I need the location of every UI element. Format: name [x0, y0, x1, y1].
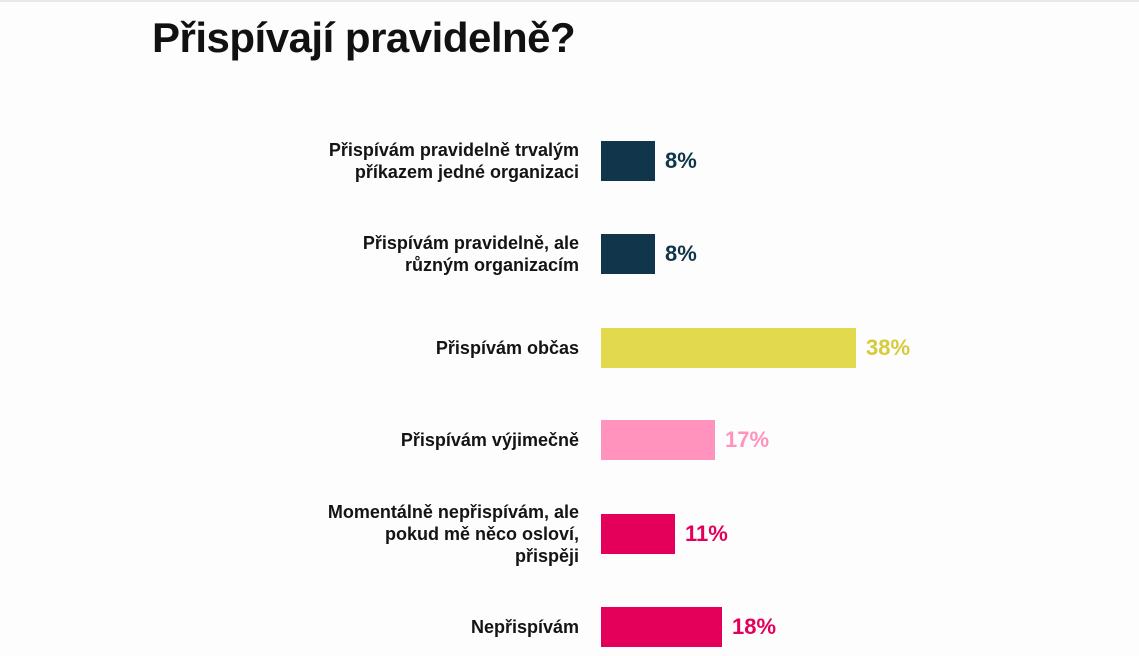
bar	[601, 328, 856, 368]
category-label: Nepřispívám	[470, 617, 579, 637]
bar	[601, 607, 722, 647]
value-label: 38%	[866, 335, 911, 360]
chart-title: Přispívají pravidelně?	[152, 14, 576, 61]
category-label: Přispívám pravidelně trvalým příkazem je…	[328, 140, 579, 182]
value-label: 18%	[732, 614, 777, 639]
bar	[601, 420, 715, 460]
category-label: Přispívám občas	[435, 338, 579, 358]
top-border	[0, 0, 1139, 2]
bar	[601, 141, 655, 181]
value-label: 8%	[665, 148, 697, 173]
bar	[601, 514, 675, 554]
category-label: Přispívám pravidelně, ale různým organiz…	[362, 233, 579, 275]
value-label: 17%	[725, 427, 770, 452]
category-label: Přispívám výjimečně	[400, 430, 579, 450]
value-label: 11%	[685, 521, 728, 546]
value-label: 8%	[665, 241, 697, 266]
category-label: Momentálně nepřispívám, ale pokud mě něc…	[327, 502, 579, 566]
bar	[601, 234, 655, 274]
